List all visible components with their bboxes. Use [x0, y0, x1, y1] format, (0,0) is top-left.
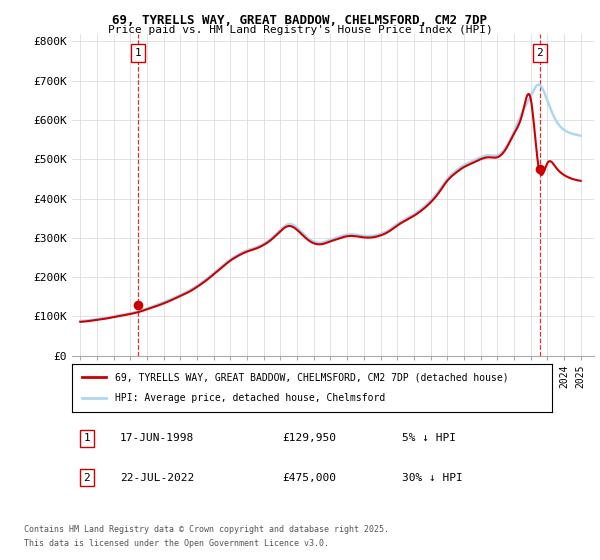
Text: 2: 2	[83, 473, 91, 483]
Text: Price paid vs. HM Land Registry's House Price Index (HPI): Price paid vs. HM Land Registry's House …	[107, 25, 493, 35]
Text: £475,000: £475,000	[282, 473, 336, 483]
Text: 2: 2	[536, 48, 543, 58]
Text: 17-JUN-1998: 17-JUN-1998	[120, 433, 194, 444]
Text: 1: 1	[134, 48, 142, 58]
Text: This data is licensed under the Open Government Licence v3.0.: This data is licensed under the Open Gov…	[24, 539, 329, 548]
Text: 1: 1	[83, 433, 91, 444]
Text: HPI: Average price, detached house, Chelmsford: HPI: Average price, detached house, Chel…	[115, 393, 385, 403]
Text: 69, TYRELLS WAY, GREAT BADDOW, CHELMSFORD, CM2 7DP (detached house): 69, TYRELLS WAY, GREAT BADDOW, CHELMSFOR…	[115, 372, 509, 382]
Text: 30% ↓ HPI: 30% ↓ HPI	[402, 473, 463, 483]
Text: 69, TYRELLS WAY, GREAT BADDOW, CHELMSFORD, CM2 7DP: 69, TYRELLS WAY, GREAT BADDOW, CHELMSFOR…	[113, 14, 487, 27]
Text: 5% ↓ HPI: 5% ↓ HPI	[402, 433, 456, 444]
Text: £129,950: £129,950	[282, 433, 336, 444]
Text: 22-JUL-2022: 22-JUL-2022	[120, 473, 194, 483]
Text: Contains HM Land Registry data © Crown copyright and database right 2025.: Contains HM Land Registry data © Crown c…	[24, 525, 389, 534]
